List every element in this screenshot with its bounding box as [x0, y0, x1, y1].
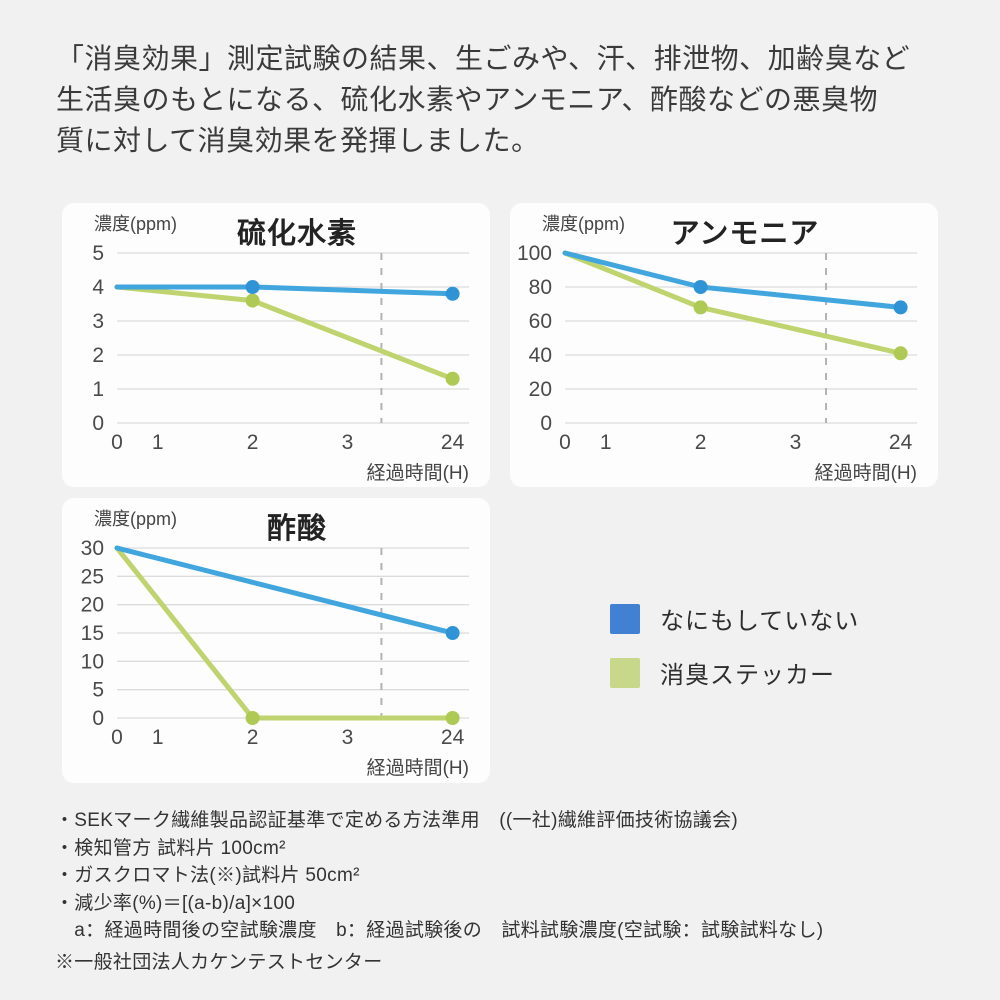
svg-text:0: 0 [540, 412, 552, 435]
test-center-note: ※一般社団法人カケンテストセンター [55, 952, 383, 973]
svg-text:2: 2 [695, 431, 707, 454]
svg-text:3: 3 [790, 431, 802, 454]
svg-text:2: 2 [247, 726, 259, 749]
svg-text:60: 60 [529, 310, 552, 333]
svg-text:10: 10 [81, 650, 104, 673]
footnote-line-4: ・減少率(%)＝[(a-b)/a]×100 [55, 892, 296, 914]
svg-text:1: 1 [600, 431, 612, 454]
svg-text:2: 2 [247, 431, 259, 454]
svg-text:1: 1 [92, 378, 104, 401]
svg-text:25: 25 [81, 565, 104, 588]
footnote-line-2: ・検知管方 試料片 100cm² [55, 837, 286, 859]
svg-text:濃度(ppm): 濃度(ppm) [94, 214, 177, 234]
footnote-line-5: a：経過時間後の空試験濃度 b：経過試験後の 試料試験濃度(空試験：試験試料なし… [55, 920, 824, 941]
svg-text:5: 5 [92, 242, 104, 265]
chart-panel-hydrogen-sulfide: 0 1 2 3 4 5 0 1 2 3 24 濃度(ppm) 硫化水素経過時間(H) [62, 203, 490, 487]
chart-panel-acetic-acid: 0 5 10 15 20 25 30 0 1 2 3 24 濃度(ppm) 酢酸経過時間(H) [62, 498, 490, 783]
legend-item-untreated: なにもしていない [610, 601, 859, 636]
svg-text:15: 15 [81, 622, 104, 645]
svg-text:アンモニア: アンモニア [671, 218, 820, 250]
legend-label-deodorizing-sticker: 消臭ステッカー [660, 662, 835, 689]
page-title: 「消臭効果」測定試験の結果、生ごみや、汗、排泄物、加齢臭など 生活臭のもとになる… [56, 38, 956, 161]
svg-text:経過時間(H): 経過時間(H) [367, 462, 469, 484]
svg-text:40: 40 [529, 344, 552, 367]
svg-text:20: 20 [529, 378, 552, 401]
svg-text:80: 80 [529, 276, 552, 299]
svg-text:経過時間(H): 経過時間(H) [815, 462, 917, 484]
svg-text:24: 24 [441, 726, 465, 749]
svg-text:24: 24 [889, 431, 913, 454]
footnote-line-1: ・SEKマーク繊維製品認証基準で定める方法準用 ((一社)繊維評価技術協議会) [55, 810, 739, 831]
svg-text:5: 5 [92, 679, 104, 702]
svg-text:30: 30 [81, 537, 104, 560]
svg-text:0: 0 [92, 707, 104, 730]
svg-text:酢酸: 酢酸 [267, 512, 327, 545]
svg-text:3: 3 [92, 310, 104, 333]
svg-text:0: 0 [111, 726, 123, 749]
header-line-2: 生活臭のもとになる、硫化水素やアンモニア、酢酸などの悪臭物 [56, 84, 879, 115]
svg-text:経過時間(H): 経過時間(H) [367, 757, 469, 779]
svg-text:3: 3 [342, 726, 354, 749]
legend-swatch-blue [610, 603, 640, 634]
svg-text:1: 1 [152, 431, 164, 454]
svg-text:2: 2 [92, 344, 104, 367]
svg-text:0: 0 [111, 431, 123, 454]
header-line-3: 質に対して消臭効果を発揮しました。 [56, 125, 540, 156]
svg-text:0: 0 [92, 412, 104, 435]
header-line-1: 「消臭効果」測定試験の結果、生ごみや、汗、排泄物、加齢臭など [56, 43, 911, 74]
legend: なにもしていない 消臭ステッカー [610, 601, 859, 709]
svg-text:100: 100 [517, 242, 552, 265]
svg-text:0: 0 [559, 431, 571, 454]
svg-text:24: 24 [441, 431, 465, 454]
legend-swatch-green [610, 657, 640, 688]
svg-text:3: 3 [342, 431, 354, 454]
svg-text:1: 1 [152, 726, 164, 749]
svg-text:濃度(ppm): 濃度(ppm) [94, 509, 177, 529]
legend-item-deodorizing-sticker: 消臭ステッカー [610, 655, 859, 690]
footnotes: ・SEKマーク繊維製品認証基準で定める方法準用 ((一社)繊維評価技術協議会) … [55, 807, 823, 945]
svg-text:硫化水素: 硫化水素 [237, 216, 357, 250]
legend-label-untreated: なにもしていない [660, 608, 860, 635]
chart-panel-ammonia: 0 20 40 60 80 100 0 1 2 3 24 濃度(ppm) アンモニア経過時間(H) [510, 203, 938, 487]
footnote-line-3: ・ガスクロマト法(※)試料片 50cm² [55, 865, 360, 886]
svg-text:20: 20 [81, 594, 104, 617]
svg-text:4: 4 [92, 276, 104, 299]
svg-text:濃度(ppm): 濃度(ppm) [542, 214, 625, 234]
